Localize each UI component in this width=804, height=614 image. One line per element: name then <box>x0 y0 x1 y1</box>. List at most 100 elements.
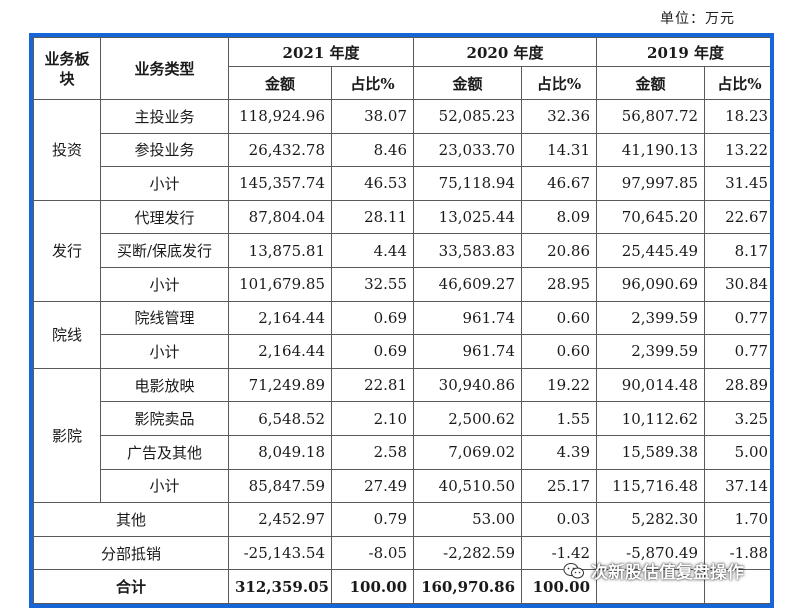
ratio-2019-cell: 5.00 <box>704 434 770 470</box>
amount-2021-cell: 6,548.52 <box>228 401 332 436</box>
total-row-label: 合计 <box>33 569 229 604</box>
business-type-cell: 电影放映 <box>100 367 229 403</box>
table-row-0-1: 参投业务 26,432.78 8.46 23,033.70 14.31 41,1… <box>34 132 770 168</box>
table-row-2-0: 院线 院线管理 2,164.44 0.69 961.74 0.60 2,399.… <box>33 300 770 369</box>
watermark: 次新股估值复盘操作 <box>563 558 744 583</box>
ratio-2019-cell: 30.84 <box>704 266 770 302</box>
other-row-value-cell: 0.79 <box>330 502 415 537</box>
ratio-2021-cell: 2.10 <box>330 401 415 436</box>
header-amount: 金额 <box>596 66 706 100</box>
ratio-2020-cell: 25.17 <box>521 468 598 504</box>
ratio-2020-cell: 46.67 <box>521 166 598 201</box>
unit-label: 单位：万元 <box>660 11 735 27</box>
amount-2019-cell: 115,716.48 <box>596 468 706 504</box>
amount-2019-cell: 15,589.38 <box>596 434 706 470</box>
table-row-1-2: 小计 101,679.85 32.55 46,609.27 28.95 96,0… <box>34 266 770 302</box>
elimination-row: 分部抵销 -25,143.54 -8.05 -2,282.59 -1.42 -5,870.… <box>33 535 770 571</box>
business-type-cell: 院线管理 <box>100 300 229 336</box>
elimination-row-value-cell: -25,143.54 <box>228 535 332 571</box>
other-row-value-cell: 0.03 <box>521 502 598 537</box>
header-row-2: 金额 占比% 金额 占比% 金额 占比% <box>34 66 770 100</box>
amount-2019-cell: 90,014.48 <box>596 367 706 403</box>
table-row-2-1: 小计 2,164.44 0.69 961.74 0.60 2,399.59 0.… <box>34 334 770 369</box>
total-row-value-cell <box>704 569 770 604</box>
header-row-1: 业务板块 业务类型 2021 年度 2020 年度 2019 年度 <box>33 37 770 100</box>
amount-2019-cell: 25,445.49 <box>596 233 706 268</box>
table-row-1-1: 买断/保底发行 13,875.81 4.44 33,583.83 20.86 2… <box>34 233 770 268</box>
business-type-cell: 主投业务 <box>100 99 229 134</box>
amount-2021-cell: 71,249.89 <box>228 367 332 403</box>
ratio-2020-cell: 0.60 <box>521 334 598 369</box>
ratio-2021-cell: 38.07 <box>330 99 415 134</box>
amount-2020-cell: 961.74 <box>413 300 523 336</box>
header-year-2021: 2021 年度 <box>227 37 415 67</box>
amount-2021-cell: 118,924.96 <box>228 99 332 134</box>
total-row-value-cell: 160,970.86 <box>413 569 523 604</box>
ratio-2019-cell: 0.77 <box>704 300 770 336</box>
header-amount: 金额 <box>413 66 523 100</box>
ratio-2019-cell: 13.22 <box>704 132 770 168</box>
segment-cell: 投资 <box>33 99 101 201</box>
ratio-2019-cell: 37.14 <box>704 468 770 504</box>
ratio-2020-cell: 28.95 <box>521 266 598 302</box>
ratio-2020-cell: 0.60 <box>521 300 598 336</box>
table-row-3-2: 广告及其他 8,049.18 2.58 7,069.02 4.39 15,589… <box>34 434 770 470</box>
total-row: 合计 312,359.05 100.00 160,970.86 100.00 <box>33 569 770 604</box>
table-row-3-1: 影院卖品 6,548.52 2.10 2,500.62 1.55 10,112.… <box>34 401 770 436</box>
watermark-text: 次新股估值复盘操作 <box>591 563 744 583</box>
ratio-2019-cell: 31.45 <box>704 166 770 201</box>
ratio-2020-cell: 19.22 <box>521 367 598 403</box>
ratio-2019-cell: 28.89 <box>704 367 770 403</box>
business-type-cell: 小计 <box>100 166 229 201</box>
ratio-2020-cell: 20.86 <box>521 233 598 268</box>
ratio-2021-cell: 0.69 <box>330 300 415 336</box>
ratio-2021-cell: 46.53 <box>330 166 415 201</box>
ratio-2020-cell: 8.09 <box>521 199 598 235</box>
other-row-value-cell: 1.70 <box>704 502 770 537</box>
amount-2020-cell: 7,069.02 <box>413 434 523 470</box>
amount-2021-cell: 2,164.44 <box>228 300 332 336</box>
business-type-cell: 影院卖品 <box>100 401 229 436</box>
amount-2019-cell: 70,645.20 <box>596 199 706 235</box>
header-year-2019: 2019 年度 <box>596 37 770 67</box>
ratio-2021-cell: 27.49 <box>330 468 415 504</box>
other-row: 其他 2,452.97 0.79 53.00 0.03 5,282.30 1.70 <box>33 502 770 537</box>
amount-2020-cell: 961.74 <box>413 334 523 369</box>
header-ratio: 占比% <box>330 66 415 100</box>
ratio-2021-cell: 4.44 <box>330 233 415 268</box>
ratio-2020-cell: 1.55 <box>521 401 598 436</box>
header-type: 业务类型 <box>100 37 229 100</box>
amount-2020-cell: 52,085.23 <box>413 99 523 134</box>
amount-2020-cell: 13,025.44 <box>413 199 523 235</box>
amount-2021-cell: 13,875.81 <box>228 233 332 268</box>
table-row-3-0: 影院 电影放映 71,249.89 22.81 30,940.86 19.22 … <box>33 367 770 504</box>
total-row-value-cell: 312,359.05 <box>228 569 332 604</box>
amount-2019-cell: 10,112.62 <box>596 401 706 436</box>
amount-2021-cell: 101,679.85 <box>228 266 332 302</box>
header-ratio: 占比% <box>521 66 598 100</box>
elimination-row-value-cell: -5,870.49 <box>596 535 706 571</box>
ratio-2020-cell: 4.39 <box>521 434 598 470</box>
revenue-table: 业务板块 业务类型 2021 年度 2020 年度 2019 年度 金额 占比%… <box>33 37 770 604</box>
amount-2019-cell: 41,190.13 <box>596 132 706 168</box>
amount-2020-cell: 75,118.94 <box>413 166 523 201</box>
ratio-2021-cell: 2.58 <box>330 434 415 470</box>
table-body: 投资 主投业务 118,924.96 38.07 52,085.23 32.36… <box>33 99 770 604</box>
ratio-2019-cell: 8.17 <box>704 233 770 268</box>
other-row-value-cell: 53.00 <box>413 502 523 537</box>
total-row-value-cell: 100.00 <box>521 569 598 604</box>
elimination-row-label: 分部抵销 <box>33 535 229 571</box>
header-amount: 金额 <box>228 66 332 100</box>
business-type-cell: 小计 <box>100 266 229 302</box>
ratio-2021-cell: 32.55 <box>330 266 415 302</box>
amount-2019-cell: 2,399.59 <box>596 334 706 369</box>
amount-2020-cell: 33,583.83 <box>413 233 523 268</box>
amount-2021-cell: 26,432.78 <box>228 132 332 168</box>
business-type-cell: 小计 <box>100 334 229 369</box>
ratio-2021-cell: 0.69 <box>330 334 415 369</box>
other-row-label: 其他 <box>33 502 229 537</box>
amount-2019-cell: 56,807.72 <box>596 99 706 134</box>
ratio-2020-cell: 32.36 <box>521 99 598 134</box>
table-row-0-2: 小计 145,357.74 46.53 75,118.94 46.67 97,9… <box>34 166 770 201</box>
segment-cell: 院线 <box>33 300 101 369</box>
